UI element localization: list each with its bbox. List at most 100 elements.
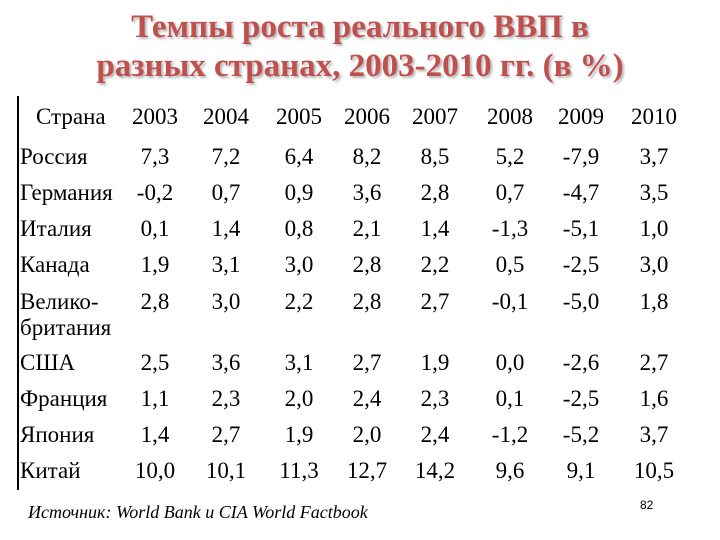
growth-value: -4,7 — [562, 180, 600, 205]
country-name-line: Китай — [20, 458, 81, 483]
country-name-line: Канада — [20, 252, 90, 277]
growth-value: 0,7 — [211, 180, 241, 205]
growth-value: 1,4 — [140, 422, 170, 447]
growth-value: 1,4 — [211, 216, 241, 241]
country-name-line: Россия — [20, 144, 88, 169]
year-header-5: 2008 — [487, 104, 533, 129]
country-name-line: Велико- — [20, 289, 99, 314]
growth-value: -5,1 — [562, 216, 600, 241]
growth-value: -1,2 — [491, 422, 529, 447]
growth-value: 0,8 — [284, 216, 314, 241]
table-row: Китай 10,0 10,1 11,3 12,7 14,2 9,6 9,1 10,5 — [20, 454, 710, 488]
growth-value: 8,2 — [352, 144, 382, 169]
growth-value: 2,5 — [140, 350, 170, 375]
year-header-3: 2006 — [344, 104, 390, 129]
growth-value: 0,0 — [495, 350, 525, 375]
growth-value: 0,1 — [495, 386, 525, 411]
country-name: Россия — [20, 140, 145, 170]
country-name-line: США — [20, 350, 76, 375]
growth-value: 2,0 — [352, 422, 382, 447]
title-line-2: разных странах, 2003-2010 гг. (в %) — [96, 48, 624, 84]
growth-value: 10,1 — [205, 458, 247, 483]
growth-value: -0,2 — [136, 180, 174, 205]
country-name: Германия — [20, 176, 145, 206]
slide-title: Темпы роста реального ВВП в разных стран… — [0, 8, 720, 86]
growth-value: 3,0 — [284, 252, 314, 277]
table-row: Канада 1,9 3,1 3,0 2,8 2,2 0,5 -2,5 3,0 — [20, 248, 710, 282]
growth-value: 3,7 — [639, 144, 669, 169]
country-column-header: Страна — [36, 104, 106, 129]
growth-value: -1,3 — [491, 216, 529, 241]
growth-value: 1,8 — [639, 289, 669, 314]
country-name: Италия — [20, 212, 145, 242]
growth-value: 2,2 — [284, 289, 314, 314]
growth-value: 2,0 — [284, 386, 314, 411]
page-number: 82 — [640, 498, 654, 512]
growth-value: 2,1 — [352, 216, 382, 241]
growth-value: 0,9 — [284, 180, 314, 205]
growth-value: 11,3 — [279, 458, 319, 483]
country-name: Канада — [20, 248, 145, 278]
growth-value: 1,9 — [420, 350, 450, 375]
growth-value: 10,0 — [134, 458, 176, 483]
year-header-0: 2003 — [132, 104, 178, 129]
growth-value: 5,2 — [495, 144, 525, 169]
growth-value: 2,7 — [211, 422, 241, 447]
country-name: Китай — [20, 454, 145, 484]
growth-value: 3,0 — [211, 289, 241, 314]
growth-value: 3,0 — [639, 252, 669, 277]
growth-value: 0,5 — [495, 252, 525, 277]
growth-value: 1,9 — [284, 422, 314, 447]
table-row: Германия -0,2 0,7 0,9 3,6 2,8 0,7 -4,7 3,5 — [20, 176, 710, 210]
growth-value: -5,0 — [562, 289, 600, 314]
country-name-line: Франция — [20, 386, 108, 411]
country-name-line: Германия — [20, 180, 113, 205]
country-name: Япония — [20, 418, 145, 448]
growth-value: 2,7 — [352, 350, 382, 375]
year-header-4: 2007 — [412, 104, 458, 129]
country-name-line: Япония — [20, 422, 95, 447]
year-header-7: 2010 — [631, 104, 677, 129]
table-row: Велико-британия 2,8 3,0 2,2 2,8 2,7 -0,1 -5,0 1,… — [20, 285, 710, 345]
growth-value: 7,3 — [140, 144, 170, 169]
growth-value: 10,5 — [633, 458, 675, 483]
year-header-2: 2005 — [276, 104, 322, 129]
country-name: Велико-британия — [20, 285, 145, 341]
table-row: Франция 1,1 2,3 2,0 2,4 2,3 0,1 -2,5 1,6 — [20, 382, 710, 416]
growth-value: 1,9 — [140, 252, 170, 277]
growth-value: 3,1 — [211, 252, 241, 277]
table-header-row: Страна 2003 2004 2005 2006 2007 2008 2009 2010 — [20, 100, 710, 134]
growth-value: 1,6 — [639, 386, 669, 411]
growth-value: 3,6 — [352, 180, 382, 205]
table-row: Россия 7,3 7,2 6,4 8,2 8,5 5,2 -7,9 3,7 — [20, 140, 710, 174]
source-note: Источник: World Bank и CIA World Factboo… — [28, 502, 368, 522]
growth-value: 7,2 — [211, 144, 241, 169]
growth-value: 0,1 — [140, 216, 170, 241]
growth-value: 2,4 — [352, 386, 382, 411]
country-name-line: британия — [20, 315, 112, 340]
growth-value: 2,3 — [420, 386, 450, 411]
table-row: Япония 1,4 2,7 1,9 2,0 2,4 -1,2 -5,2 3,7 — [20, 418, 710, 452]
growth-value: 1,1 — [140, 386, 170, 411]
growth-value: 2,8 — [140, 289, 170, 314]
growth-value: -2,5 — [562, 252, 600, 277]
growth-value: 2,8 — [352, 252, 382, 277]
growth-value: 1,0 — [639, 216, 669, 241]
growth-value: 3,7 — [639, 422, 669, 447]
growth-value: -2,5 — [562, 386, 600, 411]
growth-value: 3,5 — [639, 180, 669, 205]
growth-value: 9,6 — [495, 458, 525, 483]
growth-value: 2,7 — [420, 289, 450, 314]
table-left-border — [17, 96, 19, 490]
table-row: Италия 0,1 1,4 0,8 2,1 1,4 -1,3 -5,1 1,0 — [20, 212, 710, 246]
growth-value: -5,2 — [562, 422, 600, 447]
growth-value: -7,9 — [562, 144, 600, 169]
table-row: США 2,5 3,6 3,1 2,7 1,9 0,0 -2,6 2,7 — [20, 346, 710, 380]
growth-value: -2,6 — [562, 350, 600, 375]
year-header-1: 2004 — [203, 104, 249, 129]
year-header-6: 2009 — [558, 104, 604, 129]
growth-value: 0,7 — [495, 180, 525, 205]
growth-value: 3,1 — [284, 350, 314, 375]
country-name: США — [20, 346, 145, 376]
country-name-line: Италия — [20, 216, 92, 241]
